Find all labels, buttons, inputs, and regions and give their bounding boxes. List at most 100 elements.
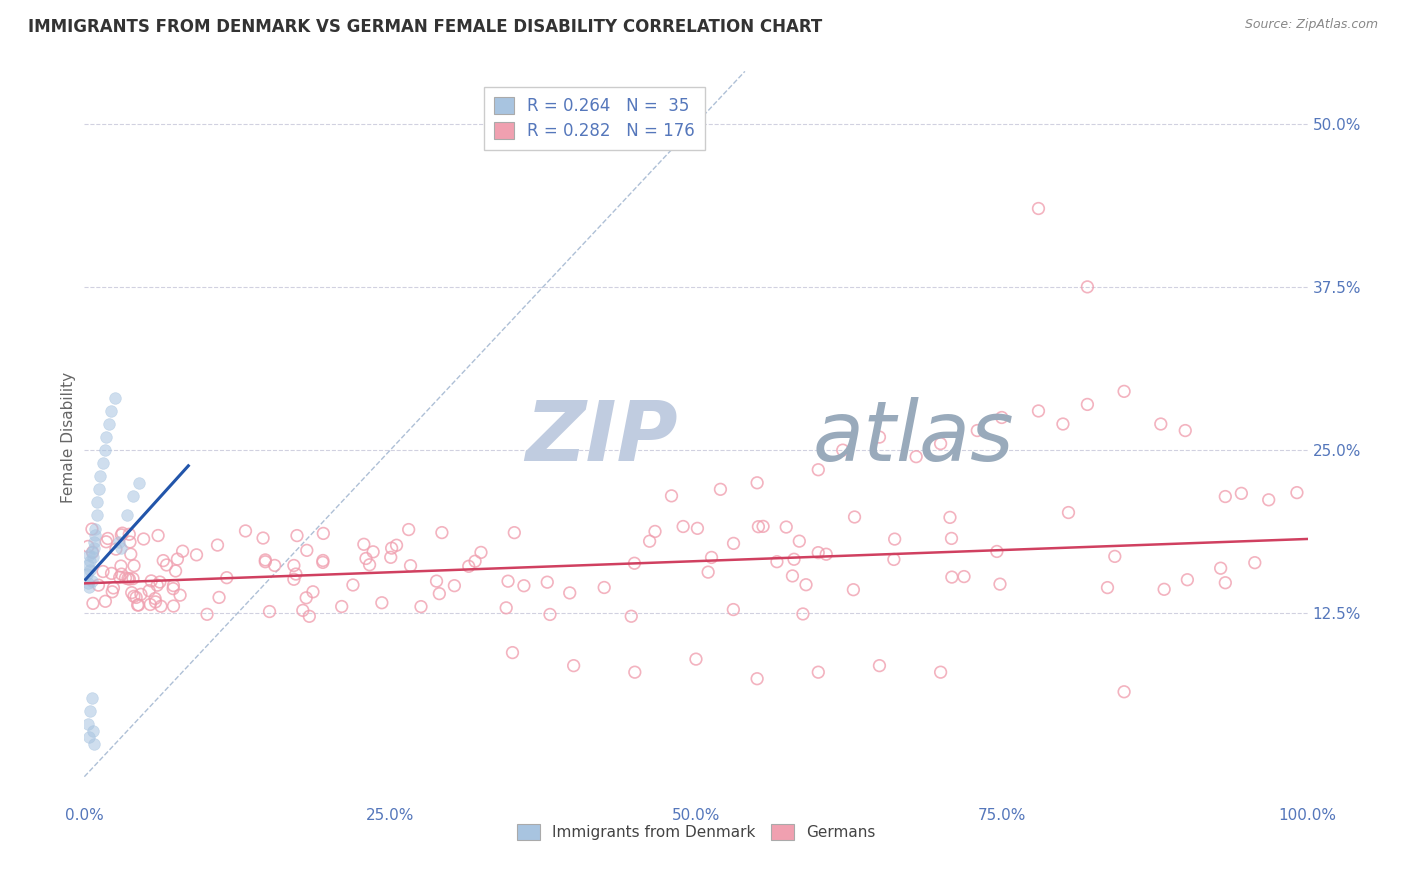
Point (1153, 582, 1175, 597)
Point (80, 545, 103, 559)
Point (986, 544, 1008, 558)
Point (807, 665, 830, 680)
Point (538, 607, 561, 622)
Point (132, 532, 155, 546)
Point (110, 567, 132, 582)
Point (302, 584, 325, 599)
Text: IMMIGRANTS FROM DENMARK VS GERMAN FEMALE DISABILITY CORRELATION CHART: IMMIGRANTS FROM DENMARK VS GERMAN FEMALE… (28, 18, 823, 36)
Point (502, 646, 524, 660)
Point (252, 531, 274, 545)
Point (291, 603, 314, 617)
Point (620, 609, 643, 624)
Point (1213, 490, 1236, 504)
Point (295, 591, 318, 605)
Point (312, 526, 335, 541)
Point (361, 545, 384, 559)
Point (146, 578, 169, 592)
Point (381, 541, 404, 555)
Point (186, 548, 208, 562)
Point (91, 565, 114, 579)
Point (883, 552, 905, 566)
Point (110, 528, 132, 542)
Point (118, 527, 141, 541)
Point (100, 404, 122, 418)
Point (96, 534, 118, 549)
Point (118, 572, 141, 586)
Point (1243, 556, 1265, 570)
Point (122, 489, 145, 503)
Point (593, 581, 616, 595)
Point (457, 559, 479, 574)
Point (929, 436, 952, 450)
Point (697, 565, 720, 579)
Point (127, 598, 149, 612)
Point (385, 538, 408, 552)
Text: ZIP: ZIP (524, 397, 678, 477)
Point (108, 570, 131, 584)
Point (831, 443, 853, 458)
Point (941, 570, 963, 584)
Point (283, 572, 305, 586)
Point (443, 579, 465, 593)
Point (96, 430, 118, 444)
Point (87, 578, 110, 592)
Point (77, 717, 100, 731)
Point (110, 559, 132, 574)
Point (1028, 404, 1050, 418)
Point (146, 528, 169, 542)
Point (929, 665, 952, 680)
Point (747, 475, 769, 490)
Point (162, 582, 184, 596)
Point (83, 737, 105, 751)
Point (1052, 417, 1074, 431)
Point (77, 540, 100, 554)
Point (128, 475, 150, 490)
Y-axis label: Female Disability: Female Disability (60, 371, 76, 503)
Point (562, 658, 585, 673)
Point (82, 723, 104, 738)
Point (644, 524, 666, 539)
Point (86, 508, 108, 523)
Point (84, 528, 107, 542)
Point (1104, 549, 1126, 564)
Point (215, 571, 238, 585)
Point (464, 554, 486, 568)
Point (295, 543, 318, 558)
Point (77, 576, 100, 591)
Point (685, 652, 707, 666)
Point (1057, 506, 1080, 520)
Point (76, 567, 98, 582)
Point (869, 430, 891, 444)
Point (91, 456, 114, 470)
Legend: Immigrants from Denmark, Germans: Immigrants from Denmark, Germans (510, 818, 882, 847)
Point (139, 598, 162, 612)
Point (988, 577, 1011, 591)
Point (883, 532, 905, 546)
Point (118, 535, 141, 549)
Point (79, 563, 101, 577)
Point (409, 599, 432, 614)
Point (254, 553, 277, 567)
Point (1097, 581, 1119, 595)
Point (87, 483, 110, 497)
Point (359, 558, 381, 572)
Point (104, 391, 127, 405)
Point (129, 587, 152, 601)
Point (672, 519, 695, 533)
Point (208, 591, 231, 605)
Point (283, 558, 305, 573)
Point (503, 525, 526, 540)
Point (842, 582, 865, 597)
Point (766, 555, 789, 569)
Point (94, 443, 117, 458)
Point (312, 555, 335, 569)
Point (1150, 417, 1173, 431)
Point (700, 550, 723, 565)
Point (80, 691, 103, 706)
Point (661, 489, 683, 503)
Point (1230, 486, 1253, 500)
Point (162, 599, 184, 613)
Point (1114, 384, 1136, 399)
Text: Source: ZipAtlas.com: Source: ZipAtlas.com (1244, 18, 1378, 31)
Point (1177, 573, 1199, 587)
